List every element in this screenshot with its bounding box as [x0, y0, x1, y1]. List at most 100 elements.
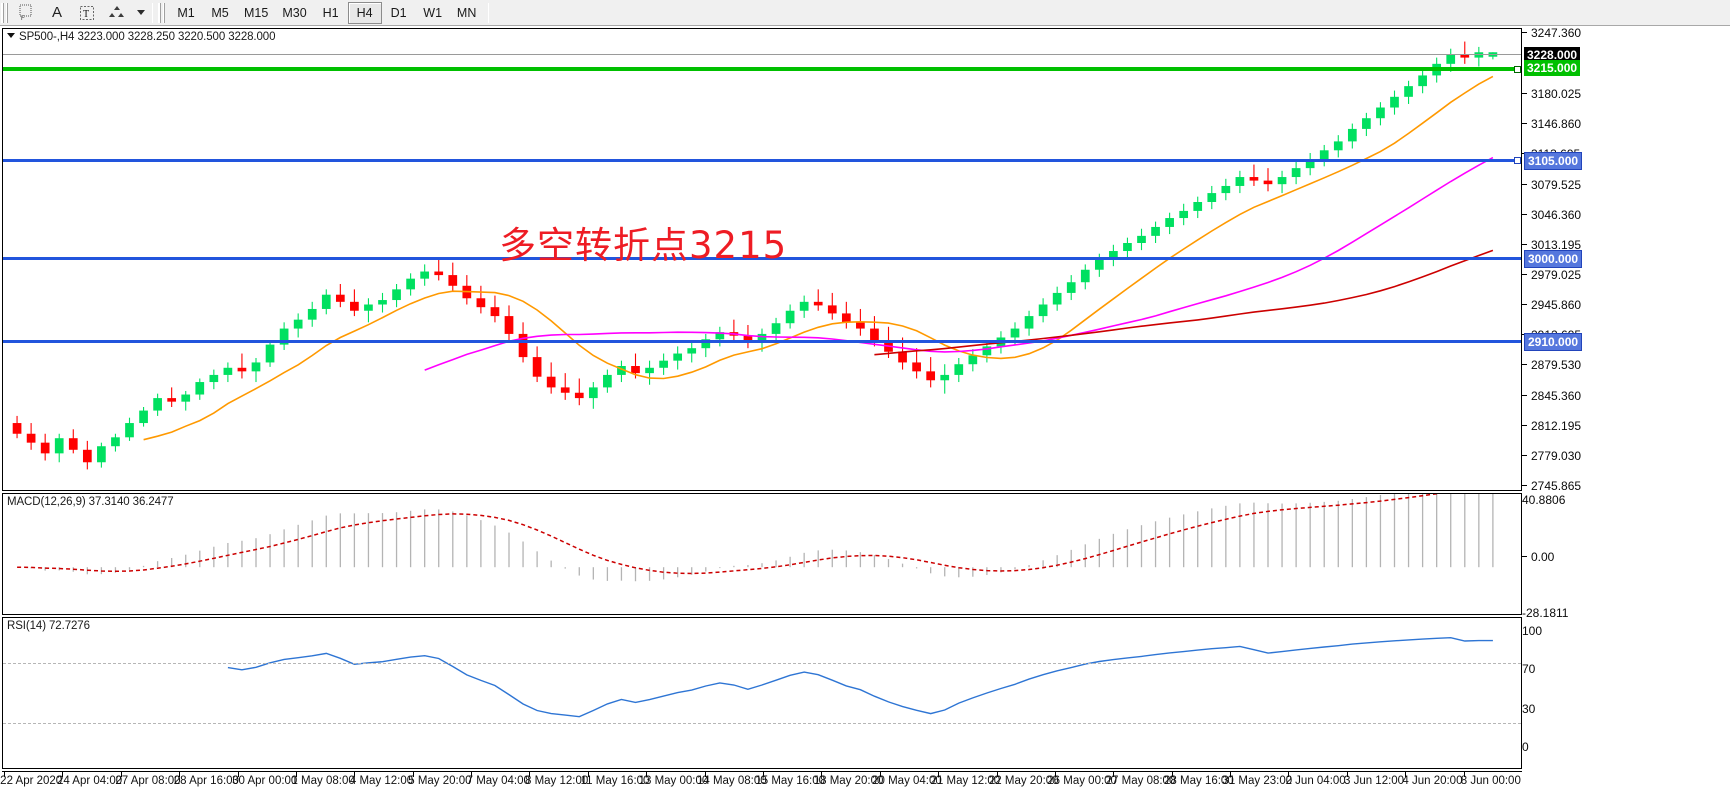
time-axis-tickmark	[412, 772, 414, 777]
rsi-axis-tick: 30	[1522, 702, 1535, 716]
price-axis-tick: 2812.195	[1522, 419, 1581, 433]
time-axis-tickmark	[1113, 772, 1115, 777]
time-axis-tickmark	[1230, 772, 1232, 777]
time-axis-label: 3 Jun 12:00	[1343, 775, 1405, 787]
timeframe-button-h4[interactable]: H4	[347, 1, 382, 24]
time-axis-tickmark	[529, 772, 531, 777]
price-badge-2910-000[interactable]: 2910.000	[1524, 333, 1583, 351]
price-axis-tick-label: 2779.030	[1531, 449, 1582, 464]
time-axis-tickmark	[879, 772, 881, 777]
shapes-dropdown-arrow-icon[interactable]	[133, 2, 147, 24]
last-price-line[interactable]	[3, 54, 1521, 55]
timeframe-button-m15[interactable]: M15	[237, 2, 275, 24]
price-axis-tick: 3146.860	[1522, 117, 1581, 131]
timeframe-button-h1[interactable]: H1	[314, 2, 348, 24]
level-handle-3105[interactable]	[1514, 157, 1521, 164]
price-axis-tick: 2745.865	[1522, 479, 1581, 493]
time-axis-label: 15 May 16:00	[755, 775, 826, 787]
price-axis-tick-label: 2945.860	[1531, 298, 1582, 313]
price-badge-3228-000[interactable]: 3228.000	[1524, 47, 1581, 63]
timeframe-group-drag-handle[interactable]	[158, 2, 167, 23]
rsi-axis-tick: 0	[1522, 740, 1529, 754]
text-label-icon[interactable]: A	[51, 4, 62, 21]
price-axis-tick: 3180.025	[1522, 87, 1581, 101]
time-axis-tickmark	[471, 772, 473, 777]
rsi-indicator-panel[interactable]: RSI(14) 72.7276	[2, 617, 1522, 769]
time-axis-label: 14 May 08:00	[696, 775, 767, 787]
rsi-axis-tick-label: 70	[1522, 662, 1536, 676]
timeframe-button-d1[interactable]: D1	[382, 2, 416, 24]
rsi-level-70-line	[3, 663, 1521, 664]
timeframe-label: D1	[390, 5, 407, 20]
time-axis-tickmark	[938, 772, 940, 777]
time-axis-label: 21 May 12:00	[930, 775, 1001, 787]
time-axis-label: 30 Apr 00:00	[232, 775, 298, 787]
toolbar-drag-handle[interactable]	[1, 2, 10, 23]
rsi-axis-tick: 100	[1522, 624, 1542, 638]
price-badge-3105-000[interactable]: 3105.000	[1524, 152, 1583, 170]
price-axis-tick-label: 3247.360	[1531, 26, 1582, 40]
timeframe-button-m30[interactable]: M30	[275, 2, 313, 24]
macd-axis-tick-label: -28.1811	[1522, 606, 1569, 620]
time-axis-label: 4 May 12:00	[349, 775, 414, 787]
macd-indicator-panel[interactable]: MACD(12,26,9) 37.3140 36.2477	[2, 493, 1522, 615]
text-box-icon[interactable]: T	[73, 2, 101, 24]
macd-axis-tick: 0.00	[1522, 550, 1554, 564]
price-axis-tick: 3046.360	[1522, 208, 1581, 222]
timeframe-label: M5	[211, 5, 229, 20]
timeframe-button-w1[interactable]: W1	[416, 2, 450, 24]
price-axis-tick-label: 3180.025	[1531, 86, 1582, 101]
time-axis-tickmark	[704, 772, 706, 777]
time-scale-axis[interactable]: 22 Apr 2020 24 Apr 04:00 27 Apr 08:00 28 Ap…	[0, 771, 1522, 793]
panel-collapse-arrow-icon[interactable]	[7, 33, 15, 38]
price-axis-tick-label: 3146.860	[1531, 116, 1582, 131]
timeframe-button-m5[interactable]: M5	[203, 2, 237, 24]
symbol-ohlc-label: SP500-,H4 3223.000 3228.250 3220.500 322…	[7, 31, 276, 43]
level-line-3215[interactable]	[3, 66, 1521, 73]
price-scale-axis[interactable]: 3247.3603180.0253146.8603113.6953079.525…	[1522, 26, 1728, 769]
timeframe-label: MN	[456, 5, 477, 20]
timeframe-label: M15	[244, 5, 269, 20]
price-axis-tick-label: 3079.525	[1531, 177, 1582, 192]
time-axis-label: 28 May 16:00	[1164, 775, 1234, 787]
time-axis-label: 18 May 20:00	[813, 775, 884, 787]
time-axis-label: 2 Jun 04:00	[1285, 775, 1346, 787]
price-axis-tick-label: 2979.025	[1531, 268, 1582, 283]
shapes-icon[interactable]	[103, 2, 131, 24]
chart-canvas-area[interactable]: SP500-,H4 3223.000 3228.250 3220.500 322…	[0, 26, 1730, 795]
price-chart-panel[interactable]: SP500-,H4 3223.000 3228.250 3220.500 322…	[2, 28, 1522, 491]
price-badge-3000-000[interactable]: 3000.000	[1524, 250, 1583, 268]
toolbar-separator	[152, 2, 153, 23]
level-line-3105[interactable]	[3, 157, 1521, 164]
timeframe-button-mn[interactable]: MN	[450, 2, 484, 24]
time-axis-label: 28 Apr 16:00	[173, 775, 239, 787]
level-handle-3215[interactable]	[1514, 66, 1521, 73]
price-axis-tick-label: 3013.195	[1531, 237, 1582, 252]
svg-text:F: F	[21, 16, 25, 21]
price-badge-3215-000[interactable]: 3215.000	[1524, 60, 1581, 76]
chart-text-annotation[interactable]: 多空转折点3215	[499, 224, 788, 267]
crosshair-icon[interactable]: F	[13, 2, 41, 24]
rsi-level-30-line	[3, 723, 1521, 724]
price-axis-tick: 2945.860	[1522, 298, 1581, 312]
timeframe-label: W1	[423, 5, 443, 20]
time-axis-tickmark	[295, 772, 297, 777]
ma-medium-line	[424, 156, 1494, 371]
macd-axis-tick: 40.8806	[1522, 493, 1565, 507]
level-line-2910[interactable]	[3, 340, 1521, 343]
level-line-3000[interactable]	[3, 257, 1521, 260]
price-axis-tick-label: 2879.530	[1531, 358, 1582, 373]
time-axis-tickmark	[1346, 772, 1348, 777]
timeframe-label: H1	[322, 5, 339, 20]
macd-label: MACD(12,26,9) 37.3140 36.2477	[7, 496, 174, 508]
price-axis-tick: 3079.525	[1522, 178, 1581, 192]
time-axis-tickmark	[996, 772, 998, 777]
timeframe-button-m1[interactable]: M1	[169, 2, 203, 24]
time-axis-label: 7 May 04:00	[466, 775, 530, 787]
time-axis-tickmark	[587, 772, 589, 777]
time-axis-tickmark	[1288, 772, 1290, 777]
timeframe-label: M30	[282, 5, 307, 20]
time-axis-tickmark	[120, 772, 122, 777]
time-axis-label: 1 May 08:00	[291, 775, 355, 787]
